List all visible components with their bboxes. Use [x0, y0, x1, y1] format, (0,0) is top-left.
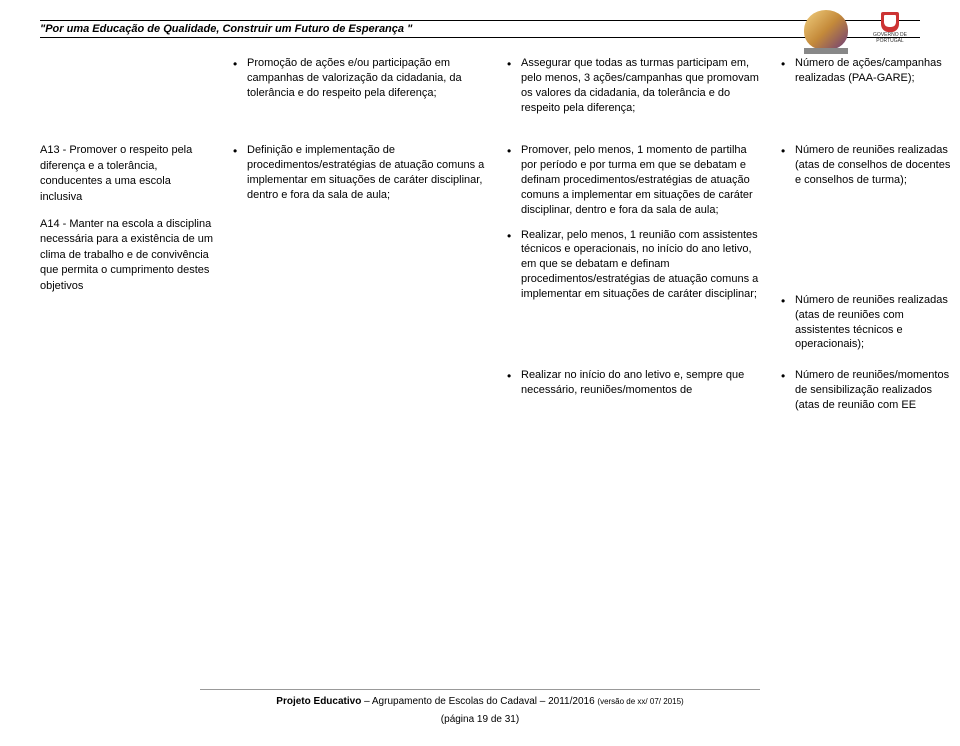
row3-col3-item: Realizar no início do ano letivo e, semp…: [503, 368, 763, 398]
row1-col2: Promoção de ações e/ou participação em c…: [229, 56, 489, 125]
footer-bold: Projeto Educativo: [276, 696, 361, 707]
row2-col2: Definição e implementação de procediment…: [229, 143, 489, 362]
row2-col3-item-b: Realizar, pelo menos, 1 reunião com assi…: [503, 228, 763, 302]
row3-col4: Número de reuniões/momentos de sensibili…: [777, 368, 952, 423]
portugal-gov-logo-icon: GOVERNO DEPORTUGAL: [860, 12, 920, 48]
header-logos: GOVERNO DEPORTUGAL: [804, 10, 920, 50]
footer-line-1: Projeto Educativo – Agrupamento de Escol…: [200, 689, 760, 710]
row3-col4-item: Número de reuniões/momentos de sensibili…: [777, 368, 952, 413]
objective-a13: A13 - Promover o respeito pela diferença…: [40, 143, 215, 205]
row2-col4-item-a: Número de reuniões realizadas (atas de c…: [777, 143, 952, 188]
row1-col1-empty: [40, 56, 215, 125]
content-row-3: Realizar no início do ano letivo e, semp…: [40, 368, 920, 423]
content-row-2: A13 - Promover o respeito pela diferença…: [40, 143, 920, 362]
row2-col3-item-a: Promover, pelo menos, 1 momento de parti…: [503, 143, 763, 217]
school-crest-icon: [804, 10, 848, 50]
footer-rest: – Agrupamento de Escolas do Cadaval – 20…: [361, 696, 597, 707]
tagline-bar: "Por uma Educação de Qualidade, Construi…: [40, 20, 920, 38]
objective-a14: A14 - Manter na escola a disciplina nece…: [40, 217, 215, 294]
footer-page-number: (página 19 de 31): [0, 712, 960, 728]
row2-col4-item-b: Número de reuniões realizadas (atas de r…: [777, 293, 952, 352]
content-row-1: Promoção de ações e/ou participação em c…: [40, 56, 920, 125]
footer-version: (versão de xx/ 07/ 2015): [597, 697, 683, 706]
row2-col4: Número de reuniões realizadas (atas de c…: [777, 143, 952, 362]
page: GOVERNO DEPORTUGAL "Por uma Educação de …: [0, 0, 960, 746]
row1-col3: Assegurar que todas as turmas participam…: [503, 56, 763, 125]
page-footer: Projeto Educativo – Agrupamento de Escol…: [0, 689, 960, 728]
tagline-text: "Por uma Educação de Qualidade, Construi…: [40, 20, 920, 38]
row1-col4-item: Número de ações/campanhas realizadas (PA…: [777, 56, 952, 86]
row3-col3: Realizar no início do ano letivo e, semp…: [503, 368, 763, 423]
row3-col2-empty: [229, 368, 489, 423]
row2-col3: Promover, pelo menos, 1 momento de parti…: [503, 143, 763, 362]
row3-col1-empty: [40, 368, 215, 423]
row2-col2-item: Definição e implementação de procediment…: [229, 143, 489, 202]
row1-col3-item: Assegurar que todas as turmas participam…: [503, 56, 763, 115]
row2-col1: A13 - Promover o respeito pela diferença…: [40, 143, 215, 362]
row1-col2-item: Promoção de ações e/ou participação em c…: [229, 56, 489, 101]
row1-col4: Número de ações/campanhas realizadas (PA…: [777, 56, 952, 125]
